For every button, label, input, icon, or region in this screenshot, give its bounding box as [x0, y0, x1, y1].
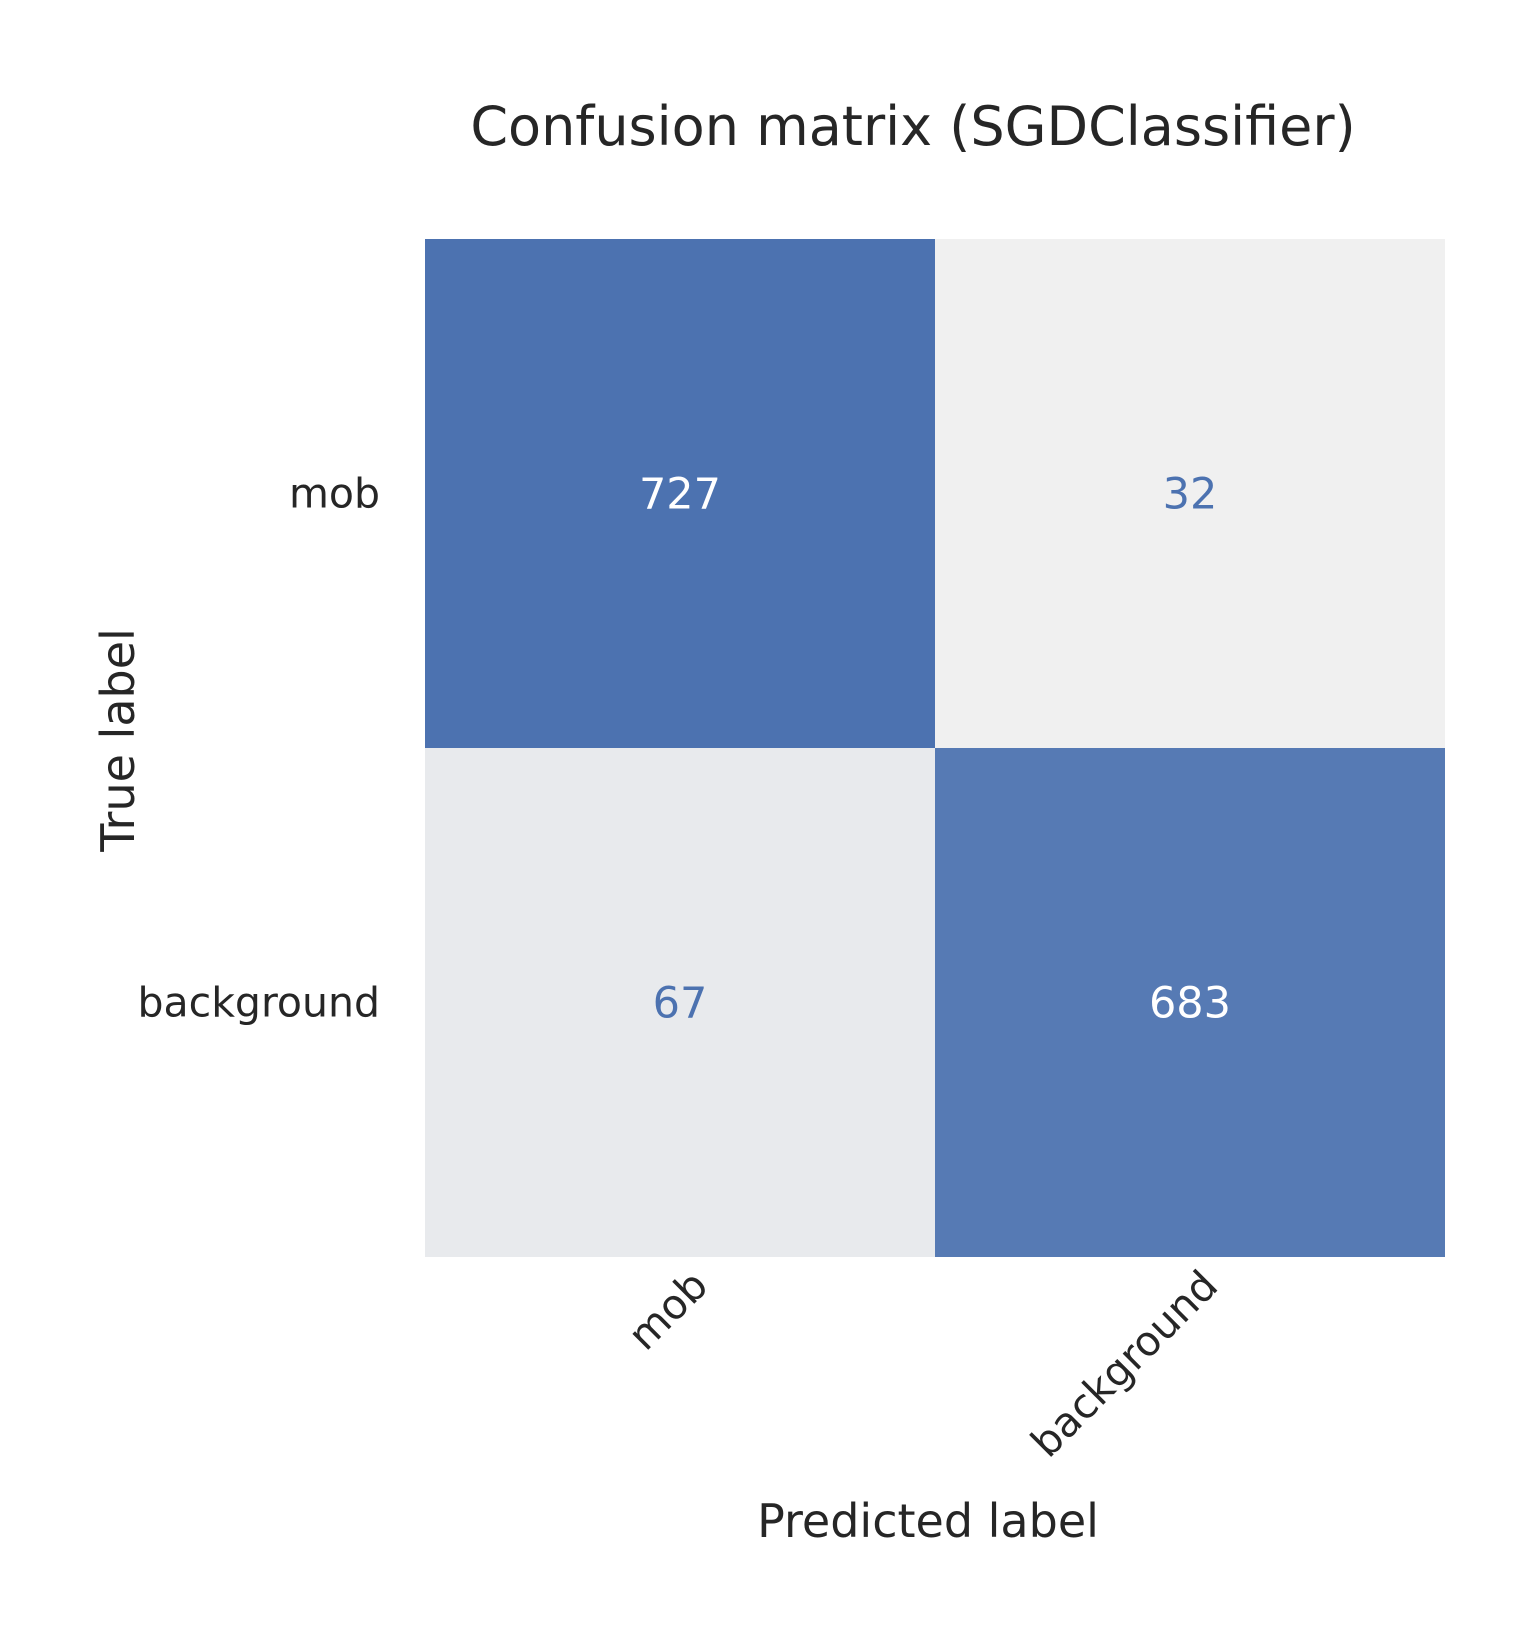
y-tick-label: mob	[289, 470, 380, 518]
x-tick-label: mob	[619, 1261, 717, 1359]
cell-value-label-r1-c1: 683	[1149, 979, 1231, 1029]
heatmap-cells	[425, 239, 1445, 1257]
y-axis-label: True label	[91, 628, 145, 853]
x-axis-label: Predicted label	[757, 1494, 1099, 1548]
x-tick-labels: mob background	[619, 1261, 1227, 1466]
x-tick-label: background	[1022, 1261, 1227, 1466]
cell-value-label-r0-c0: 727	[639, 470, 721, 520]
cell-value-label-r1-c0: 67	[653, 979, 708, 1029]
cell-value-label-r0-c1: 32	[1163, 470, 1218, 520]
heatmap-cell-r0-c1	[935, 239, 1445, 748]
chart-title: Confusion matrix (SGDClassifier)	[470, 95, 1355, 158]
heatmap-cell-labels: 727 32 67 683	[639, 470, 1231, 1029]
heatmap-cell-r1-c0	[425, 748, 935, 1257]
heatmap-cell-r0-c0	[425, 239, 935, 748]
y-tick-label: background	[138, 979, 381, 1027]
y-tick-labels: mob background	[138, 470, 381, 1027]
heatmap-cell-r1-c1	[935, 748, 1445, 1257]
